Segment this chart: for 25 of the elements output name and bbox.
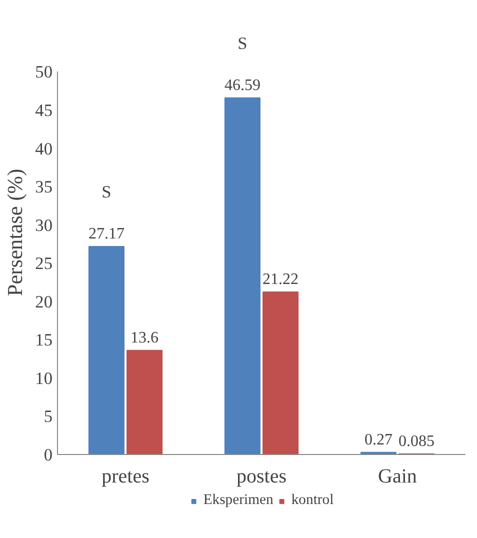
y-tick-label: 40 (35, 139, 52, 158)
data-label: 0.085 (398, 432, 435, 450)
legend-label: Eksperimen (203, 492, 274, 509)
data-label: 13.6 (130, 329, 159, 346)
data-label: 21.22 (262, 271, 299, 288)
y-tick-label: 25 (35, 254, 52, 274)
data-label: 46.59 (224, 76, 260, 94)
y-tick-label: 15 (35, 330, 52, 350)
data-label: 27.17 (88, 226, 124, 243)
y-axis-title: Persentase (%) (3, 168, 28, 296)
x-tick-label: Gain (378, 466, 417, 488)
y-tick-label: 5 (44, 407, 53, 426)
data-label: 0.27 (364, 431, 392, 448)
y-tick-label: 35 (35, 178, 52, 197)
text: S (238, 34, 248, 53)
x-tick-label: pretes (102, 466, 150, 488)
y-tick-label: 30 (35, 216, 52, 235)
legend-label: kontrol (291, 492, 334, 509)
annotation: S (102, 182, 112, 202)
x-tick-label: postes (236, 466, 287, 488)
y-tick-label: 0 (44, 446, 53, 464)
y-tick-label: 20 (35, 292, 52, 312)
y-tick-label: 45 (35, 101, 52, 120)
y-tick-label: 10 (35, 368, 52, 388)
y-tick-label: 50 (35, 62, 52, 82)
